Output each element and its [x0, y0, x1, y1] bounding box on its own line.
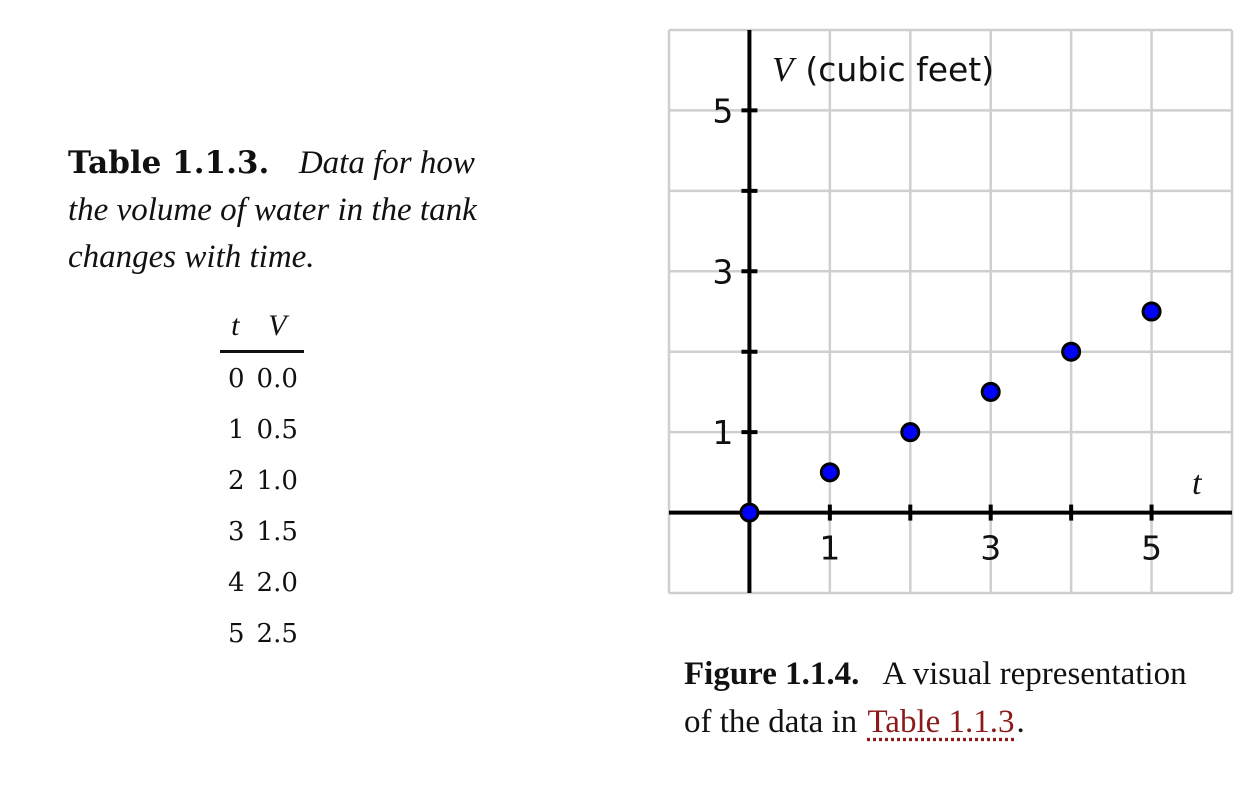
table-row: 1 0.5 — [220, 404, 304, 455]
figure-caption-end: . — [1016, 704, 1025, 740]
data-point — [739, 502, 760, 523]
table-header-v: V — [250, 302, 304, 353]
table-cell-v: 0.0 — [256, 363, 298, 394]
table-row: 2 1.0 — [220, 455, 304, 506]
table-caption-label: Table 1.1.3. — [68, 145, 270, 181]
data-point — [1061, 341, 1082, 362]
figure-caption-text: A visual representation of the data in — [684, 656, 1187, 740]
y-axis-label: V (cubic feet) — [772, 50, 994, 89]
table-cell-t: 1 — [228, 414, 245, 445]
y-tick-label: 3 — [712, 252, 733, 291]
table-header-row: t V — [220, 302, 304, 353]
data-table: t V 0 0.0 1 0.5 2 1.0 3 1.5 4 2.0 5 2.5 — [220, 302, 304, 659]
table-cell-v: 1.5 — [256, 516, 298, 547]
table-cell-v: 2.0 — [256, 567, 298, 598]
table-row: 0 0.0 — [220, 352, 304, 405]
x-tick-label: 5 — [1141, 529, 1162, 568]
x-axis-label: t — [1192, 465, 1203, 502]
data-point — [819, 462, 840, 483]
table-row: 3 1.5 — [220, 506, 304, 557]
table-cell-v: 1.0 — [256, 465, 298, 496]
data-point — [1141, 301, 1162, 322]
table-cell-v: 2.5 — [256, 618, 298, 649]
table-cell-t: 5 — [228, 618, 245, 649]
table-cell-t: 0 — [228, 363, 245, 394]
data-point — [900, 422, 921, 443]
figure-caption: Figure 1.1.4. A visual representation of… — [684, 650, 1204, 746]
x-tick-label: 3 — [980, 529, 1001, 568]
y-axis-variable: V — [772, 50, 797, 89]
data-point — [980, 381, 1001, 402]
chart-ticks — [741, 108, 1154, 521]
figure-caption-label: Figure 1.1.4. — [684, 656, 860, 692]
table-cell-v: 0.5 — [256, 414, 298, 445]
table-cell-t: 2 — [228, 465, 245, 496]
table-caption-text: Data for how the volume of water in the … — [68, 145, 477, 275]
table-row: 5 2.5 — [220, 608, 304, 659]
table-caption: Table 1.1.3. Data for how the volume of … — [68, 140, 488, 281]
table-reference-link[interactable]: Table 1.1.3 — [867, 704, 1015, 740]
table-header-t: t — [220, 302, 251, 353]
table-cell-t: 3 — [228, 516, 245, 547]
y-tick-label: 1 — [712, 413, 733, 452]
chart-tick-labels: 1 3 5 1 3 5 — [712, 91, 1162, 567]
y-axis-unit: (cubic feet) — [805, 50, 994, 89]
chart-axes — [669, 30, 1232, 593]
table-row: 4 2.0 — [220, 557, 304, 608]
chart-points — [739, 301, 1162, 523]
table-cell-t: 4 — [228, 567, 245, 598]
x-tick-label: 1 — [819, 529, 840, 568]
y-tick-label: 5 — [712, 91, 733, 130]
